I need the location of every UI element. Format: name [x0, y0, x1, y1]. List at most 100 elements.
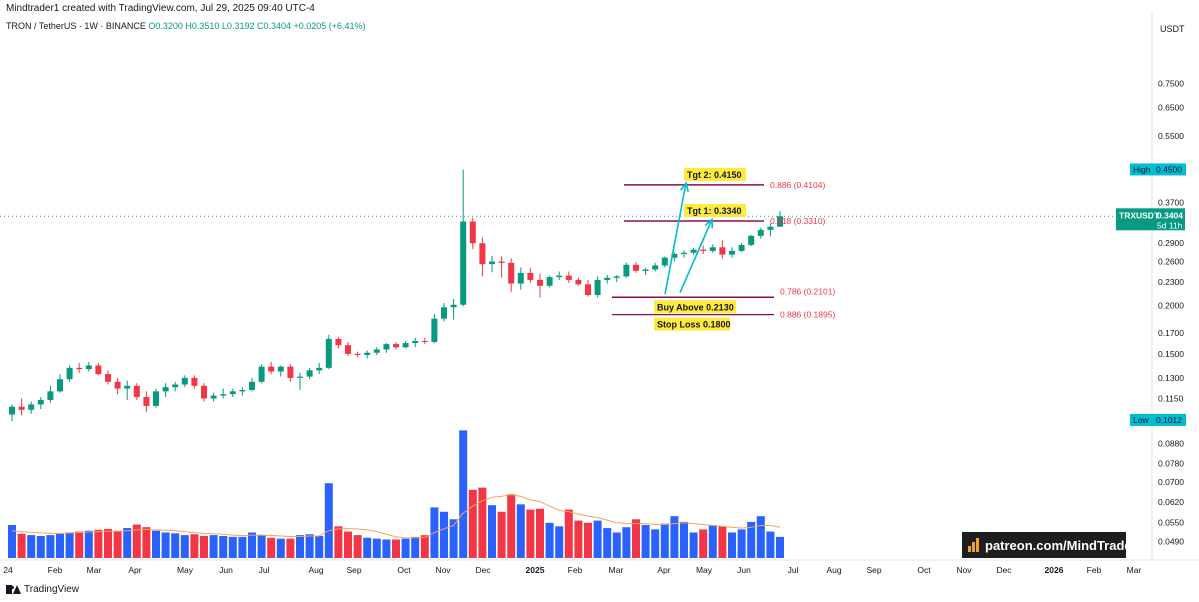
candle-body	[594, 279, 601, 296]
volume-bar	[497, 511, 506, 558]
candle-body	[85, 365, 92, 370]
candle-body	[412, 340, 419, 344]
volume-bar	[190, 534, 199, 558]
y-tick-label: 0.0490	[1158, 537, 1184, 547]
candle-body	[373, 349, 380, 353]
volume-bar	[718, 526, 727, 558]
candle-body	[258, 366, 265, 382]
candle	[671, 252, 678, 262]
candle-body	[681, 252, 687, 254]
candle-body	[239, 389, 246, 392]
candle	[757, 227, 764, 239]
volume-bar	[411, 536, 420, 558]
footer-brand[interactable]: TradingView	[24, 584, 80, 595]
candle-body	[249, 381, 255, 390]
candle	[383, 343, 390, 353]
candle	[287, 364, 294, 382]
candle	[546, 275, 553, 288]
countdown-label: 5d 11h	[1157, 220, 1183, 230]
target-2-label-box	[684, 167, 746, 181]
candle-body	[767, 226, 774, 230]
x-tick-label: Jul	[788, 565, 799, 575]
candle	[575, 277, 582, 286]
target-1-arrow-head	[704, 217, 714, 229]
symbol-name[interactable]: TRON / TetherUS · 1W · BINANCE	[6, 21, 146, 31]
current-price-value: 0.3404	[1157, 210, 1183, 220]
x-tick-label: Mar	[609, 565, 624, 575]
current-price-badge	[1116, 208, 1185, 231]
candle	[585, 279, 591, 297]
candle-body	[508, 262, 515, 284]
currency-label[interactable]: USDT	[1160, 24, 1185, 34]
candle	[767, 223, 774, 237]
volume-bar	[660, 523, 669, 558]
volume-bar	[200, 536, 208, 558]
volume-bar	[708, 525, 717, 558]
candle	[76, 363, 83, 373]
candle	[479, 237, 486, 277]
candle-body	[124, 385, 131, 389]
x-tick-label: Apr	[657, 565, 670, 575]
candle	[249, 377, 255, 392]
candle	[335, 336, 342, 349]
volume-bar	[680, 521, 688, 558]
candle-body	[229, 391, 236, 395]
candle	[268, 361, 275, 375]
volume-bar	[459, 430, 468, 558]
target-1-label: Tgt 1: 0.3340	[687, 206, 742, 216]
candle-body	[66, 367, 73, 380]
volume-bar	[56, 533, 64, 558]
candle	[719, 240, 726, 259]
volume-bar	[75, 531, 84, 558]
candle	[105, 370, 111, 385]
candle	[421, 337, 428, 345]
candle	[201, 383, 207, 402]
candle	[57, 374, 63, 393]
candle	[623, 262, 630, 278]
volume-bar	[670, 516, 679, 558]
stop-loss-label: Stop Loss 0.1800	[657, 320, 731, 330]
volume-bar	[36, 536, 45, 558]
candle-body	[201, 385, 207, 399]
candle	[565, 271, 572, 283]
volume-bar	[46, 535, 55, 558]
candle-body	[153, 391, 159, 406]
y-tick-label: 0.6500	[1158, 103, 1184, 113]
volume-bar	[238, 536, 247, 558]
candle	[345, 341, 351, 357]
candle-body	[661, 257, 668, 266]
volume-bar	[737, 529, 746, 558]
candle-body	[623, 264, 630, 277]
volume-bar	[113, 531, 122, 558]
candle-body	[450, 304, 457, 308]
low-badge-value-box	[1154, 413, 1186, 426]
candle-body	[527, 272, 534, 280]
candle-body	[47, 391, 54, 400]
candle-body	[441, 307, 447, 319]
x-tick-label: May	[177, 565, 194, 575]
candle	[777, 211, 783, 228]
candle-body	[613, 276, 620, 278]
x-tick-label: Jun	[737, 565, 751, 575]
candle	[85, 361, 92, 372]
x-tick-label: Mar	[87, 565, 102, 575]
candle	[229, 388, 236, 398]
candle	[297, 372, 303, 390]
candle	[489, 255, 495, 273]
candle-body	[604, 277, 611, 280]
volume-bar	[142, 527, 151, 558]
candle	[162, 383, 169, 398]
candle-body	[498, 261, 505, 263]
candle-body	[690, 249, 697, 253]
volume-bar	[286, 538, 295, 558]
volume-bar	[152, 530, 160, 558]
x-tick-label: Jul	[259, 565, 270, 575]
candle-body	[421, 340, 428, 342]
candle	[239, 387, 246, 396]
stop-loss-label-box	[654, 317, 730, 331]
buy-above-label-box	[654, 300, 736, 314]
volume-bar	[401, 538, 410, 558]
x-tick-label: Dec	[996, 565, 1012, 575]
volume-bar	[478, 487, 487, 558]
